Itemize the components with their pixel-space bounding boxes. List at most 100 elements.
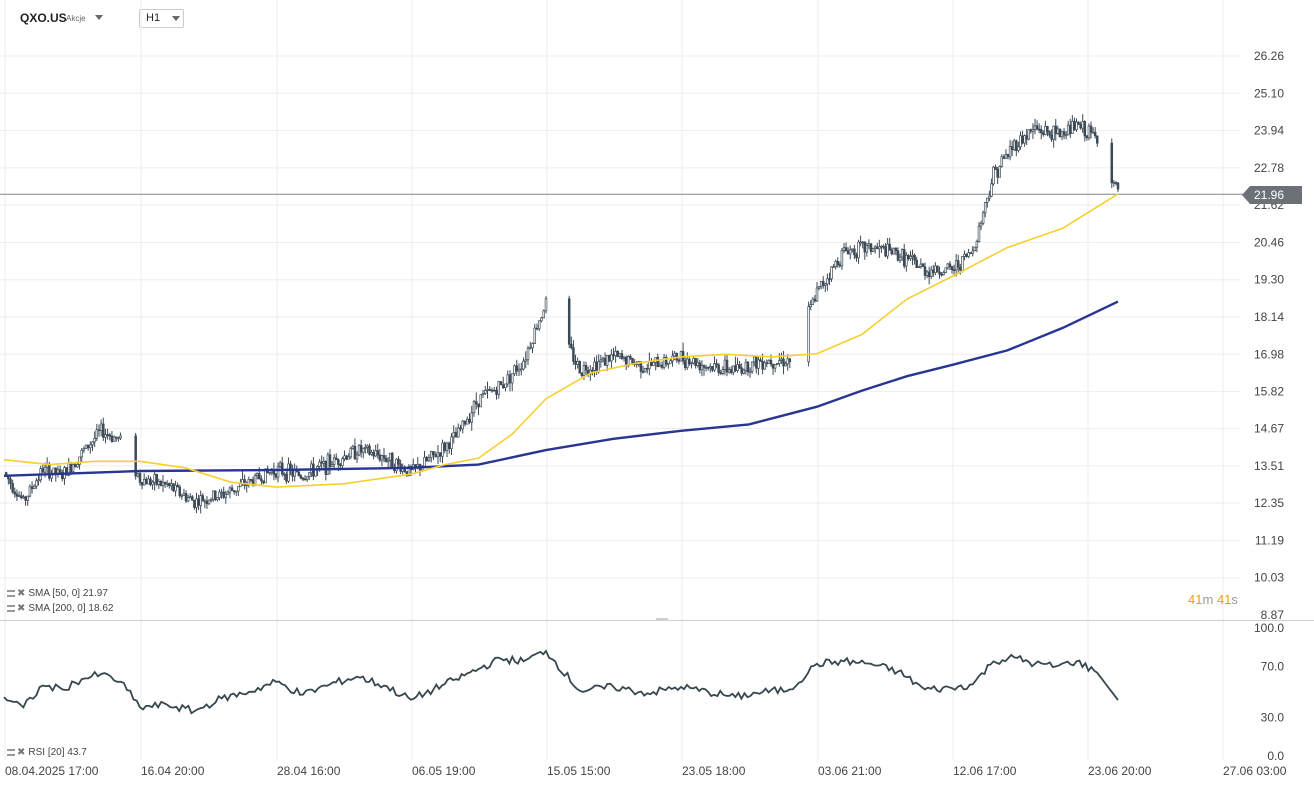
candle [738, 364, 741, 369]
settings-icon[interactable] [7, 748, 15, 756]
candle [86, 444, 90, 449]
candle [927, 271, 931, 277]
close-icon[interactable]: ✖ [17, 747, 26, 758]
candle [1069, 124, 1072, 134]
candle [748, 370, 752, 373]
candle [145, 478, 148, 485]
candle [688, 358, 691, 364]
candle [504, 383, 507, 389]
candle [1073, 120, 1076, 131]
timeframe-select[interactable]: H1 [139, 9, 184, 28]
candle [639, 361, 643, 372]
candle [977, 225, 981, 242]
candle [370, 451, 373, 455]
symbol-name[interactable]: QXO.US [20, 11, 67, 25]
pane-resize-handle[interactable] [656, 618, 668, 621]
candle [979, 222, 983, 227]
candle [490, 389, 494, 392]
candle [374, 450, 377, 457]
chevron-down-icon[interactable] [95, 15, 103, 20]
candle [95, 429, 99, 439]
settings-icon[interactable] [7, 589, 15, 597]
candle [965, 254, 968, 257]
candle [673, 352, 676, 357]
time-tick-label: 28.04 16:00 [277, 764, 341, 778]
candle [648, 360, 651, 370]
candle [599, 359, 603, 363]
candle [686, 358, 689, 368]
candle [445, 442, 449, 451]
candle [318, 461, 321, 467]
price-tick-label: 11.19 [1255, 533, 1284, 547]
candle [80, 449, 83, 458]
current-price-value: 21.96 [1254, 188, 1285, 202]
candle [463, 420, 467, 425]
candle [535, 327, 539, 330]
candle [761, 361, 764, 370]
legend-rsi: ✖ RSI [20] 43.7 [7, 747, 87, 758]
candle [572, 347, 575, 362]
candle [584, 365, 588, 371]
candle [894, 247, 898, 252]
candle [339, 464, 342, 467]
candle [224, 493, 228, 498]
candle [37, 479, 40, 482]
close-icon[interactable]: ✖ [17, 603, 26, 614]
candle [305, 476, 309, 480]
candle [702, 365, 706, 368]
candle [1015, 140, 1018, 151]
candle [234, 490, 238, 493]
candle [528, 347, 532, 350]
candle [582, 365, 586, 376]
candle [347, 456, 350, 460]
settings-icon[interactable] [7, 604, 15, 612]
candle [971, 250, 974, 254]
candle [172, 483, 175, 492]
candle [719, 372, 723, 374]
candle [488, 389, 492, 391]
candle [915, 259, 918, 268]
candle [432, 451, 435, 456]
candle [341, 458, 344, 467]
candle [817, 286, 821, 289]
candle [515, 365, 518, 372]
candle [454, 431, 458, 438]
candle [197, 498, 200, 506]
candle [1110, 142, 1114, 183]
sma50-line [3, 193, 1119, 488]
candle [711, 366, 714, 371]
candle [108, 434, 112, 437]
candle [388, 452, 392, 461]
candle [384, 457, 388, 462]
candle [1029, 129, 1033, 132]
candle [178, 486, 182, 497]
price-tick-label: 14.67 [1254, 422, 1284, 436]
candle [136, 473, 140, 477]
candle [851, 248, 854, 251]
candle [542, 310, 545, 319]
legend-rsi-label: RSI [20] 43.7 [28, 747, 87, 758]
candle [677, 359, 681, 362]
candle [106, 434, 109, 436]
candle [407, 466, 411, 476]
candle [9, 478, 12, 484]
candle [104, 434, 107, 438]
candle [364, 447, 367, 449]
candle [923, 266, 927, 276]
candle [656, 357, 660, 368]
candle [983, 202, 987, 214]
candle [486, 389, 489, 391]
close-icon[interactable]: ✖ [17, 588, 26, 599]
candle [597, 361, 600, 372]
candle [526, 347, 530, 361]
candle [209, 499, 213, 501]
candle [52, 467, 55, 474]
candle-countdown: 41m 41s [1188, 592, 1238, 607]
candle [237, 486, 240, 492]
candle [502, 384, 505, 389]
candle [519, 368, 523, 371]
candle [717, 364, 720, 373]
candle [274, 473, 278, 478]
candle [1075, 121, 1078, 131]
